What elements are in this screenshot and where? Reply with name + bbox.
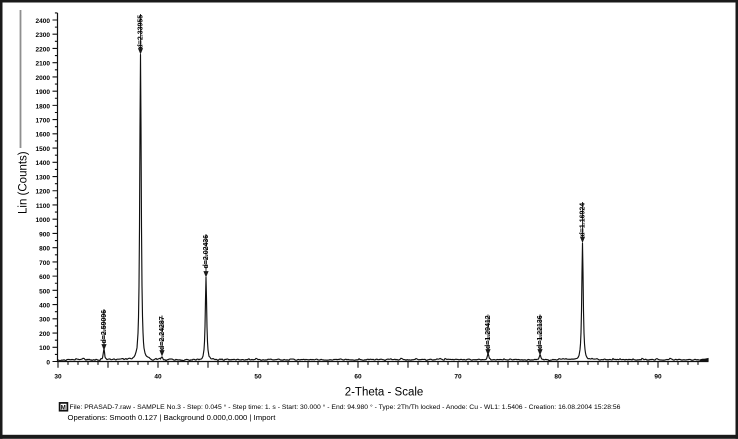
- svg-text:1200: 1200: [36, 189, 51, 196]
- svg-text:70: 70: [454, 374, 462, 381]
- svg-text:M: M: [61, 406, 66, 412]
- svg-text:400: 400: [39, 302, 50, 309]
- svg-text:1400: 1400: [36, 160, 51, 167]
- svg-text:700: 700: [39, 260, 50, 267]
- svg-text:1900: 1900: [36, 89, 51, 96]
- svg-text:Lin (Counts): Lin (Counts): [18, 151, 30, 214]
- svg-text:1000: 1000: [36, 217, 51, 224]
- svg-text:2300: 2300: [36, 32, 51, 39]
- svg-text:d=1.22136: d=1.22136: [537, 315, 544, 349]
- svg-text:30: 30: [54, 374, 62, 381]
- svg-text:600: 600: [39, 274, 50, 281]
- svg-text:d=2.59096: d=2.59096: [101, 310, 108, 344]
- svg-text:2000: 2000: [36, 75, 51, 82]
- svg-text:40: 40: [154, 374, 162, 381]
- svg-text:100: 100: [39, 345, 50, 352]
- svg-text:80: 80: [554, 374, 562, 381]
- svg-text:2200: 2200: [36, 46, 51, 53]
- svg-text:d=2.33955: d=2.33955: [137, 15, 144, 49]
- svg-text:Operations: Smooth 0.127 | Bac: Operations: Smooth 0.127 | Background 0.…: [68, 413, 277, 422]
- svg-text:200: 200: [39, 331, 50, 338]
- svg-text:1600: 1600: [36, 132, 51, 139]
- svg-text:1500: 1500: [36, 146, 51, 153]
- svg-text:d=1.29412: d=1.29412: [485, 315, 492, 349]
- svg-text:900: 900: [39, 231, 50, 238]
- svg-text:800: 800: [39, 246, 50, 253]
- svg-text:d=2.24287: d=2.24287: [159, 316, 166, 350]
- svg-text:2-Theta - Scale: 2-Theta - Scale: [345, 387, 424, 399]
- svg-text:d=1.16924: d=1.16924: [579, 203, 586, 237]
- svg-text:1800: 1800: [36, 103, 51, 110]
- svg-text:1100: 1100: [36, 203, 50, 210]
- svg-text:File: PRASAD-7.raw - SAMPLE No: File: PRASAD-7.raw - SAMPLE No.3 - Step:…: [70, 403, 621, 411]
- svg-text:1300: 1300: [36, 174, 51, 181]
- svg-text:d=2.02436: d=2.02436: [203, 235, 210, 269]
- svg-text:90: 90: [654, 374, 662, 381]
- svg-text:1700: 1700: [36, 118, 51, 125]
- svg-text:50: 50: [254, 374, 262, 381]
- svg-text:300: 300: [39, 317, 50, 324]
- svg-text:500: 500: [39, 288, 50, 295]
- svg-text:60: 60: [354, 374, 362, 381]
- svg-text:0: 0: [46, 359, 50, 366]
- svg-text:2400: 2400: [36, 18, 51, 25]
- svg-text:2100: 2100: [36, 61, 51, 68]
